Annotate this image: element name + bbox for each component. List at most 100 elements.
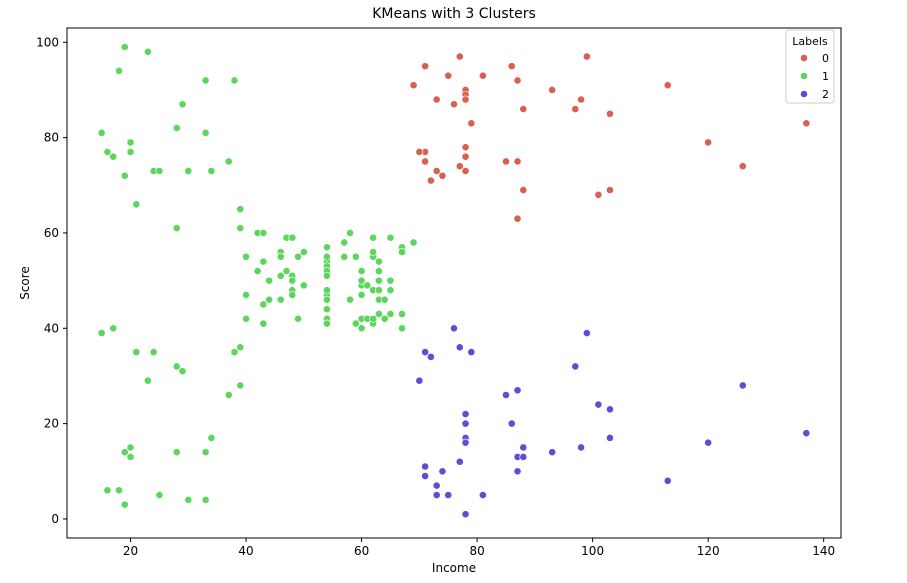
scatter-point-cluster-1 bbox=[259, 319, 268, 328]
scatter-point-cluster-1 bbox=[120, 448, 129, 457]
scatter-point-cluster-1 bbox=[201, 76, 210, 85]
scatter-point-cluster-0 bbox=[467, 119, 476, 128]
scatter-point-cluster-2 bbox=[577, 443, 585, 452]
scatter-point-cluster-1 bbox=[369, 233, 378, 242]
scatter-point-cluster-2 bbox=[502, 391, 510, 399]
scatter-point-cluster-1 bbox=[375, 286, 383, 295]
scatter-point-cluster-1 bbox=[265, 276, 274, 285]
scatter-point-cluster-0 bbox=[432, 167, 441, 175]
scatter-point-cluster-1 bbox=[259, 300, 268, 309]
scatter-point-cluster-1 bbox=[369, 314, 378, 323]
scatter-point-cluster-1 bbox=[184, 167, 193, 175]
scatter-point-cluster-0 bbox=[421, 62, 430, 71]
scatter-point-cluster-0 bbox=[513, 214, 522, 223]
scatter-point-cluster-0 bbox=[606, 109, 614, 118]
scatter-point-cluster-0 bbox=[577, 95, 585, 104]
x-tick-label: 20 bbox=[123, 544, 138, 558]
scatter-point-cluster-2 bbox=[507, 419, 516, 428]
scatter-point-cluster-2 bbox=[519, 443, 528, 452]
y-tick-label: 40 bbox=[44, 321, 59, 335]
scatter-point-cluster-0 bbox=[478, 71, 487, 80]
scatter-point-cluster-1 bbox=[276, 295, 285, 304]
scatter-point-cluster-1 bbox=[351, 252, 360, 261]
scatter-point-cluster-0 bbox=[519, 105, 528, 113]
plot-frame bbox=[66, 27, 842, 539]
scatter-point-cluster-1 bbox=[294, 252, 302, 261]
y-tick-label: 80 bbox=[44, 131, 59, 145]
scatter-point-cluster-1 bbox=[242, 252, 250, 261]
scatter-point-cluster-1 bbox=[172, 362, 181, 371]
scatter-point-cluster-1 bbox=[120, 43, 129, 51]
scatter-point-cluster-2 bbox=[461, 438, 470, 447]
scatter-point-cluster-1 bbox=[224, 157, 233, 166]
scatter-point-cluster-2 bbox=[704, 438, 713, 447]
scatter-point-cluster-1 bbox=[143, 376, 152, 385]
scatter-point-cluster-1 bbox=[288, 276, 297, 285]
scatter-point-cluster-2 bbox=[455, 457, 464, 466]
scatter-point-cluster-1 bbox=[323, 243, 331, 252]
scatter-point-cluster-1 bbox=[340, 252, 349, 261]
x-tick-label: 120 bbox=[697, 544, 720, 558]
scatter-point-cluster-2 bbox=[438, 467, 447, 476]
scatter-point-cluster-0 bbox=[455, 162, 464, 171]
scatter-point-cluster-1 bbox=[398, 310, 406, 318]
x-axis-label: Income bbox=[432, 561, 476, 575]
scatter-point-cluster-0 bbox=[507, 62, 516, 71]
scatter-point-cluster-1 bbox=[409, 238, 418, 247]
scatter-point-cluster-1 bbox=[178, 367, 187, 376]
scatter-point-cluster-1 bbox=[207, 434, 216, 442]
scatter-point-cluster-1 bbox=[323, 286, 331, 295]
scatter-point-cluster-0 bbox=[461, 152, 470, 161]
scatter-point-cluster-1 bbox=[236, 343, 245, 352]
scatter-point-cluster-1 bbox=[201, 128, 210, 137]
scatter-point-cluster-2 bbox=[478, 491, 487, 500]
scatter-point-cluster-1 bbox=[369, 248, 378, 256]
scatter-point-cluster-2 bbox=[582, 329, 591, 337]
scatter-point-cluster-1 bbox=[115, 486, 123, 495]
scatter-point-cluster-1 bbox=[380, 314, 389, 323]
scatter-point-cluster-1 bbox=[253, 267, 262, 275]
scatter-point-cluster-1 bbox=[357, 291, 366, 299]
scatter-point-cluster-0 bbox=[594, 190, 603, 199]
scatter-point-cluster-1 bbox=[149, 348, 158, 357]
scatter-point-cluster-1 bbox=[259, 229, 268, 237]
scatter-point-cluster-2 bbox=[802, 429, 811, 438]
legend-marker-2 bbox=[800, 90, 808, 98]
scatter-point-cluster-2 bbox=[421, 462, 430, 471]
scatter-point-cluster-1 bbox=[155, 167, 164, 175]
scatter-point-cluster-0 bbox=[582, 52, 591, 61]
scatter-point-cluster-1 bbox=[242, 314, 250, 323]
scatter-point-cluster-1 bbox=[120, 500, 129, 509]
scatter-point-cluster-2 bbox=[426, 352, 435, 361]
scatter-point-cluster-1 bbox=[276, 252, 285, 261]
legend-label-0: 0 bbox=[822, 52, 829, 65]
legend-entries: 0 1 2 bbox=[800, 52, 829, 101]
scatter-point-cluster-1 bbox=[294, 314, 302, 323]
scatter-point-cluster-2 bbox=[455, 343, 464, 352]
scatter-point-cluster-2 bbox=[432, 481, 441, 490]
scatter-point-cluster-2 bbox=[738, 381, 747, 390]
x-tick-label: 140 bbox=[812, 544, 835, 558]
scatter-point-cluster-0 bbox=[704, 138, 713, 147]
scatter-point-cluster-0 bbox=[502, 157, 510, 166]
scatter-point-cluster-1 bbox=[236, 381, 245, 390]
scatter-point-cluster-0 bbox=[455, 52, 464, 61]
scatter-point-cluster-0 bbox=[426, 176, 435, 185]
scatter-point-cluster-0 bbox=[450, 100, 458, 109]
scatter-point-cluster-1 bbox=[398, 324, 406, 333]
scatter-point-cluster-2 bbox=[606, 405, 614, 414]
scatter-point-cluster-1 bbox=[357, 276, 366, 285]
scatter-point-cluster-2 bbox=[461, 410, 470, 418]
scatter-point-cluster-1 bbox=[97, 128, 106, 137]
scatter-point-cluster-1 bbox=[386, 286, 395, 295]
scatter-point-cluster-0 bbox=[409, 81, 418, 90]
y-tick-label: 20 bbox=[44, 417, 59, 431]
x-axis-ticks: 20 40 60 80 100 120 140 bbox=[123, 538, 835, 558]
scatter-point-cluster-0 bbox=[663, 81, 672, 90]
scatter-point-cluster-1 bbox=[242, 291, 250, 299]
scatter-point-cluster-1 bbox=[363, 281, 372, 290]
y-axis-label: Score bbox=[18, 266, 32, 300]
scatter-point-cluster-1 bbox=[323, 252, 331, 261]
scatter-point-cluster-1 bbox=[357, 324, 366, 333]
scatter-point-cluster-1 bbox=[207, 167, 216, 175]
